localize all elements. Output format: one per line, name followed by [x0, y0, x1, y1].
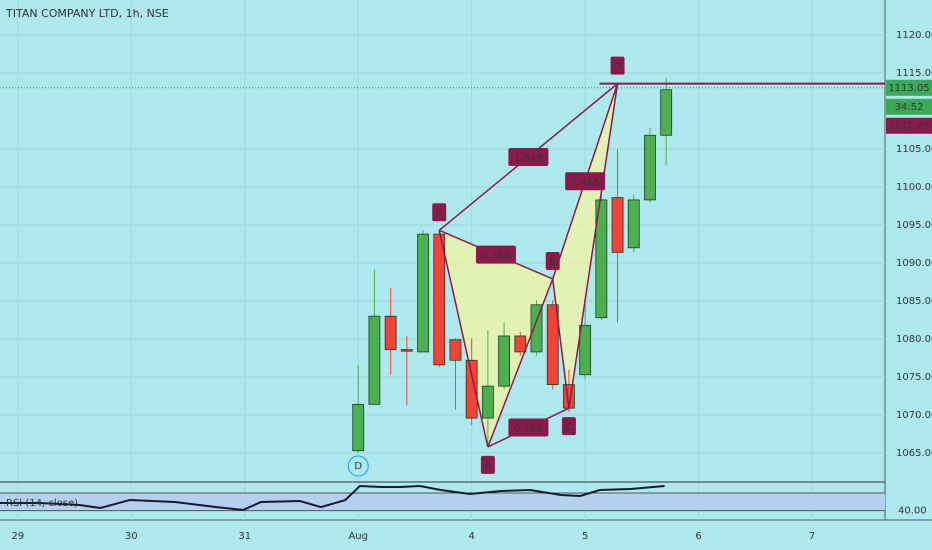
x-tick-label: 6: [695, 531, 701, 542]
candle-body: [660, 89, 673, 136]
candle-body: [498, 335, 510, 387]
countdown-tag: [886, 98, 932, 115]
candle-body: [595, 199, 608, 319]
rsi-tick-label: 40.00: [898, 506, 927, 517]
candle-body: [481, 385, 494, 419]
ratio-label: 1.618: [514, 153, 543, 164]
rsi-band: [0, 493, 885, 511]
pattern-fill-bcd: [552, 83, 618, 409]
x-tick-label: 31: [238, 531, 251, 542]
x-tick-label: 5: [582, 531, 588, 542]
candle-body: [514, 335, 527, 353]
candle-body: [530, 304, 543, 353]
y-tick-label: 1100.00: [896, 182, 932, 193]
x-tick-label: Aug: [348, 531, 368, 542]
signal-label: D: [354, 461, 362, 472]
y-tick-label: 1075.00: [896, 372, 932, 383]
ratio-label: 2.466: [571, 177, 600, 188]
candle-body: [400, 349, 413, 352]
pattern-line: [487, 278, 554, 448]
ratio-label: 0.756: [514, 424, 543, 435]
point-label-box: [480, 455, 495, 474]
y-tick-label: 1085.00: [896, 296, 932, 307]
y-tick-label: 1065.00: [896, 448, 932, 459]
y-tick-label: 1115.00: [896, 68, 932, 79]
candle-body: [368, 315, 381, 405]
last-price-label: 1113.05: [888, 83, 929, 94]
point-label-box: [561, 417, 576, 436]
signal-marker: [347, 455, 369, 477]
candle-body: [644, 134, 656, 201]
point-label: D: [614, 62, 622, 73]
candle-body: [417, 233, 429, 353]
point-label: A: [484, 461, 491, 472]
candle-body: [611, 197, 624, 253]
point-label-box: [610, 56, 625, 75]
candle-body: [579, 324, 592, 376]
point-label: B: [549, 257, 556, 268]
y-tick-label: 1090.00: [896, 258, 932, 269]
chart-title: TITAN COMPANY LTD, 1h, NSE: [5, 7, 169, 20]
pattern-line: [551, 278, 570, 409]
y-tick-label: 1095.00: [896, 220, 932, 231]
ratio-label-box: [475, 245, 516, 264]
candle-body: [449, 339, 462, 361]
alert-price-label: 1112.45: [888, 121, 929, 132]
x-tick-label: 29: [11, 531, 24, 542]
x-tick-label: 7: [809, 531, 815, 542]
point-label-box: [432, 203, 447, 222]
y-tick-label: 1080.00: [896, 334, 932, 345]
ratio-label-box: [508, 418, 549, 437]
point-label-box: [545, 251, 560, 270]
x-tick-label: 4: [468, 531, 474, 542]
y-tick-label: 1105.00: [896, 144, 932, 155]
point-label: C: [565, 422, 572, 433]
candle-body: [433, 233, 446, 366]
ratio-label: 0.768: [482, 251, 511, 262]
alert-price-tag: [886, 117, 932, 134]
y-tick-label: 1070.00: [896, 410, 932, 421]
y-tick-label: 1120.00: [896, 30, 932, 41]
candle-body: [384, 315, 397, 351]
candle-body: [627, 199, 640, 249]
rsi-name: RSI (14, close): [6, 498, 78, 509]
x-tick-label: 30: [125, 531, 138, 542]
ratio-label-box: [565, 172, 606, 191]
countdown-label: 34:52: [895, 102, 924, 113]
candle-body: [352, 403, 365, 452]
ratio-label-box: [508, 147, 549, 166]
pattern-fill-xab: [439, 230, 553, 447]
pattern-line: [568, 83, 619, 409]
candle-body: [465, 359, 478, 419]
candle-body: [546, 304, 559, 386]
point-label: X: [436, 208, 443, 219]
last-price-tag: [886, 79, 932, 96]
pattern-line: [438, 230, 489, 448]
rsi-line: [0, 485, 665, 511]
